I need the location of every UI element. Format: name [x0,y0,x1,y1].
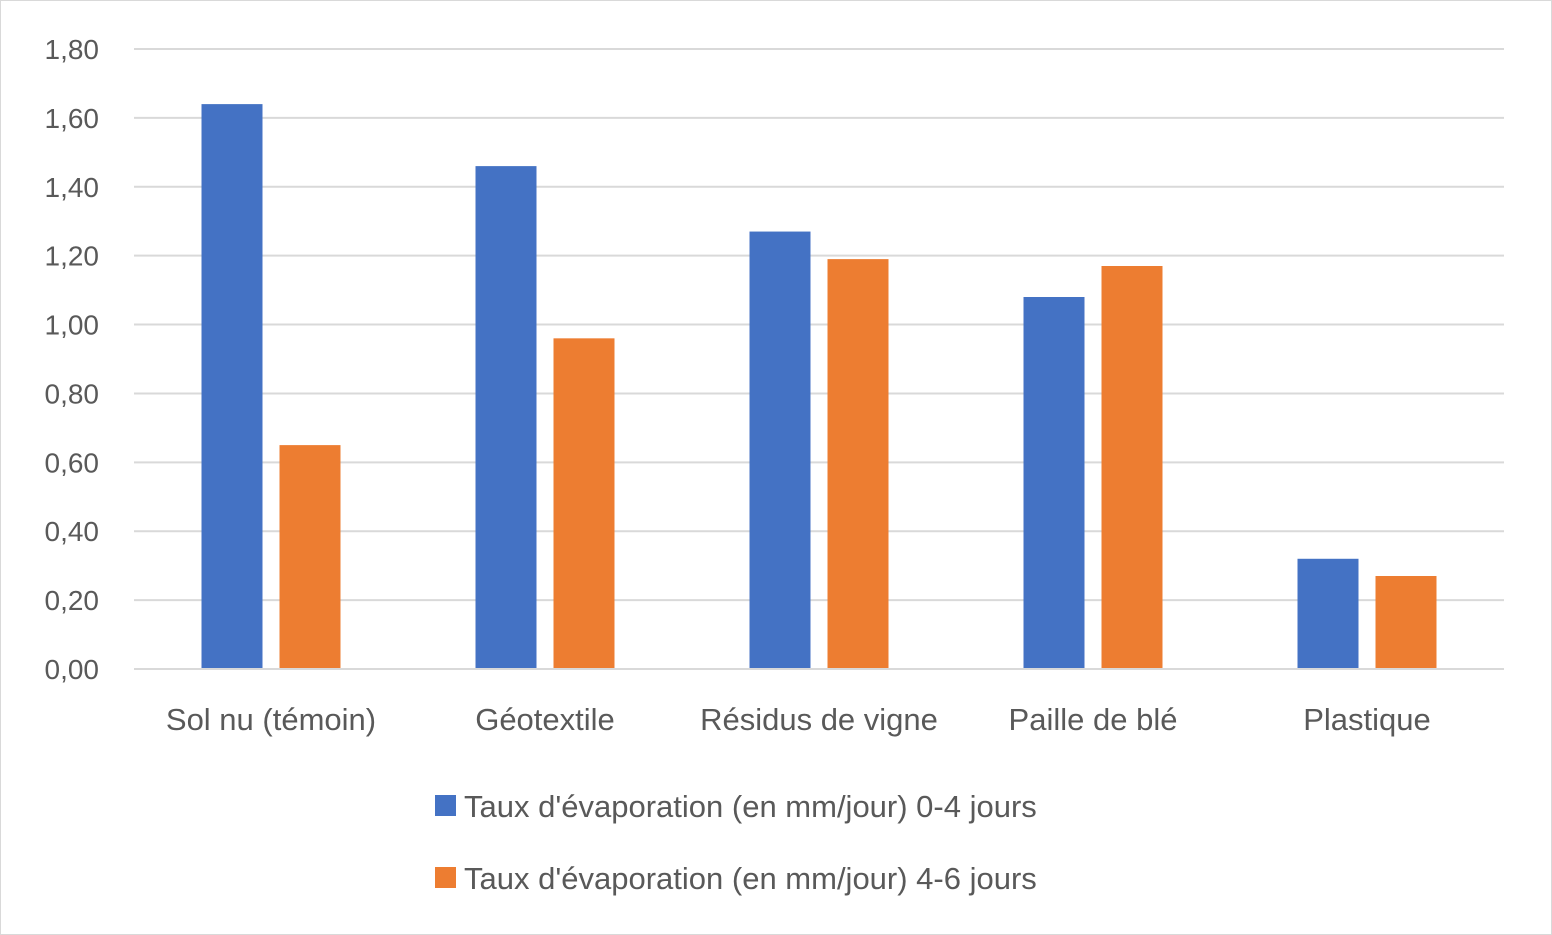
bar [201,104,263,670]
x-category-label: Paille de blé [1009,702,1178,737]
bar [553,338,615,669]
legend-entry-label: Taux d'évaporation (en mm/jour) 0-4 jour… [464,789,1037,824]
bar [827,259,889,669]
category-labels: Sol nu (témoin) Géotextile Résidus de vign… [166,702,1431,737]
legend-swatch [435,795,456,816]
bar [1297,558,1359,669]
y-tick-label: 1,20 [45,241,100,272]
bar [475,166,537,669]
bar [1023,297,1085,669]
x-category-label: Sol nu (témoin) [166,702,376,737]
y-tick-label: 1,60 [45,103,100,134]
y-tick-label: 1,40 [45,172,100,203]
legend-entry-label: Taux d'évaporation (en mm/jour) 4-6 jour… [464,861,1037,896]
gridlines [134,48,1504,602]
bar [749,231,811,670]
y-tick-label: 0,20 [45,585,100,616]
y-tick-label: 1,80 [45,34,100,65]
x-category-label: Plastique [1303,702,1431,737]
legend-swatch [435,867,456,888]
y-tick-label: 0,40 [45,516,100,547]
x-category-label: Résidus de vigne [700,702,938,737]
y-tick-label: 1,00 [45,310,100,341]
legend: Taux d'évaporation (en mm/jour) 0-4 jour… [435,789,1037,896]
bar [279,445,341,669]
x-category-label: Géotextile [475,702,615,737]
bar [1375,576,1437,669]
y-tick-label: 0,80 [45,378,100,409]
y-tick-label: 0,00 [45,654,100,685]
y-tick-label: 0,60 [45,447,100,478]
bar [1101,266,1163,669]
bars [201,104,1437,670]
y-axis-tick-labels: 0,00 0,20 0,40 0,60 0,80 1,00 1,20 1,40 1,60 1,80 [45,34,100,685]
